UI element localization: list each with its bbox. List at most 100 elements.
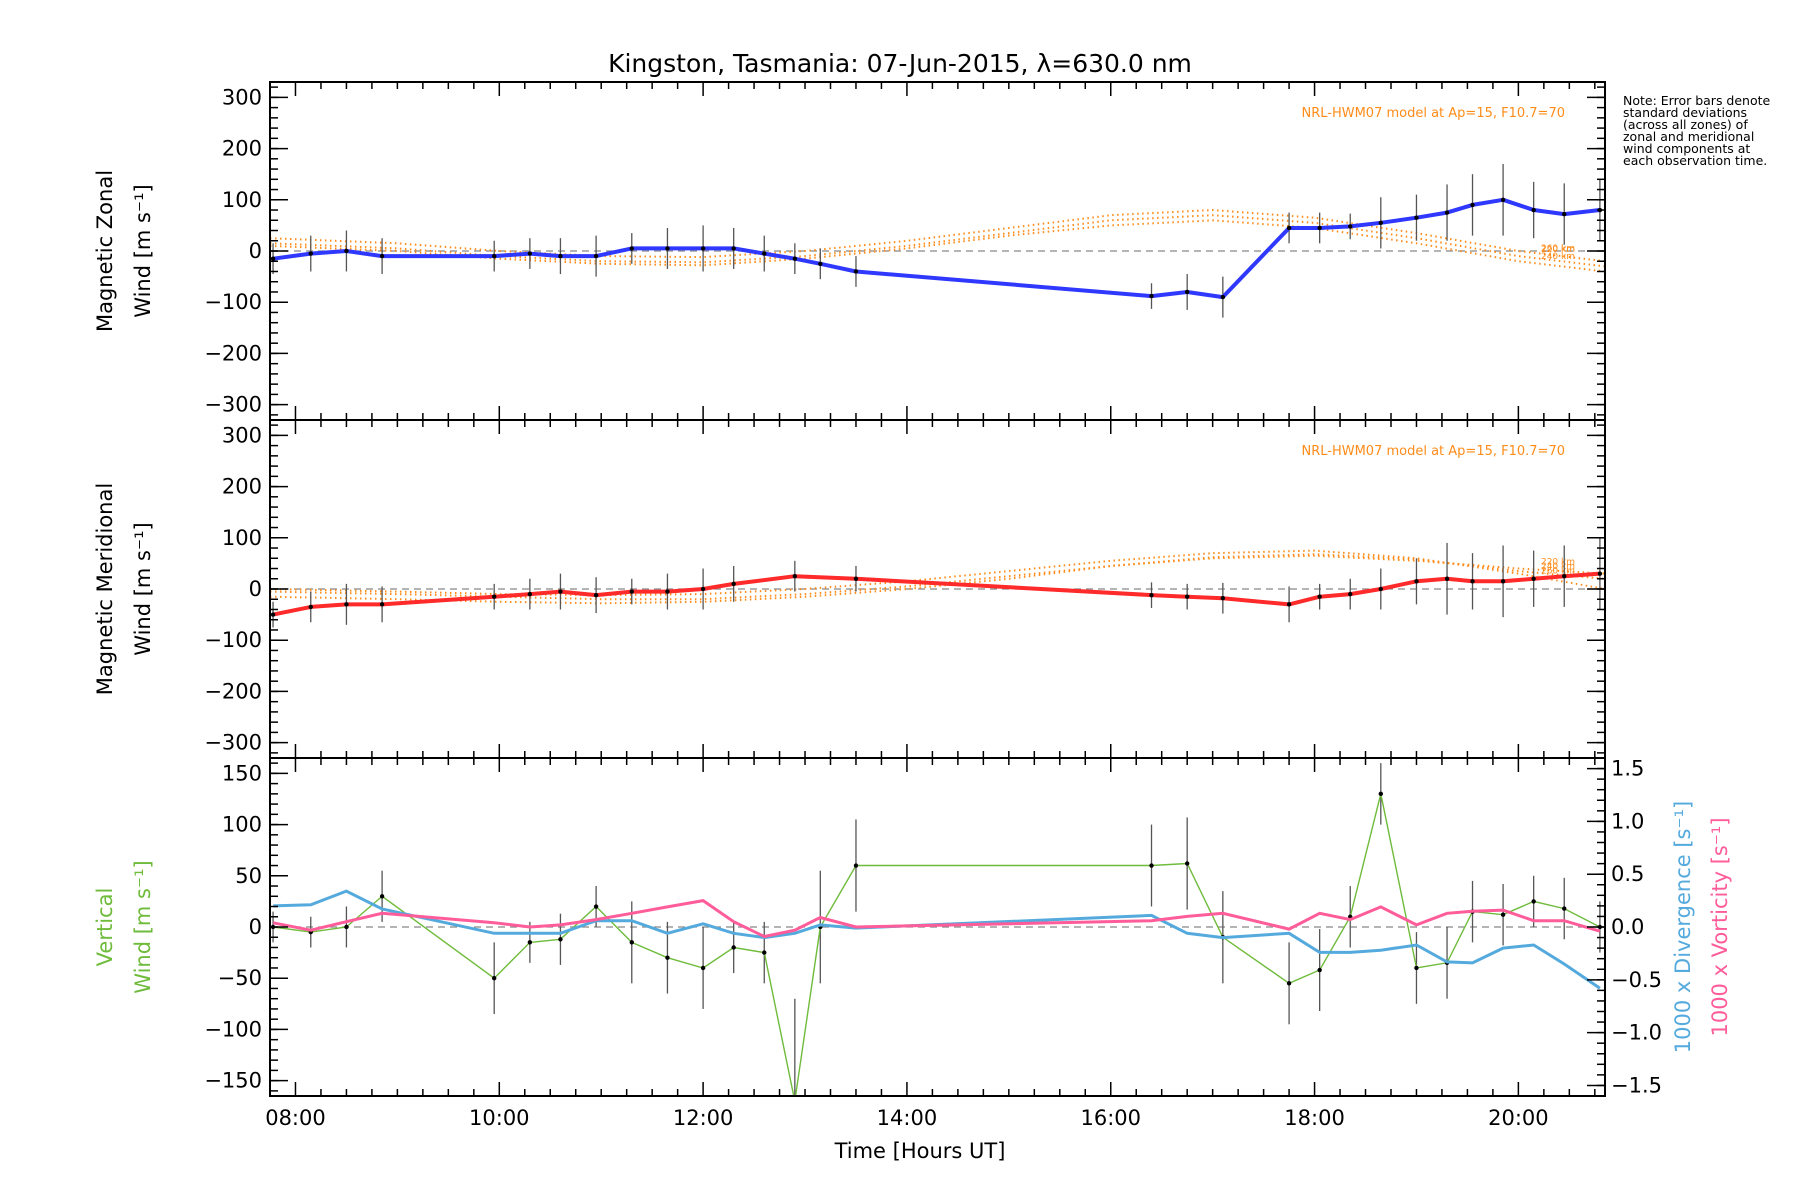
meridional-wind-point: [1348, 591, 1353, 597]
zonal-wind-point: [629, 246, 634, 251]
vertical-wind-point: [700, 965, 706, 971]
vertical-wind-point: [629, 940, 634, 945]
vertical-error-bars: [272, 763, 1601, 1096]
divergence-ylabel: 1000 x Divergence [s⁻¹]: [1671, 801, 1695, 1053]
model-altitude-label: 240 km: [1541, 562, 1575, 572]
zonal-wind-point: [1414, 215, 1419, 220]
vertical-wind-point: [793, 1099, 797, 1103]
meridional-wind-point: [1562, 573, 1567, 579]
x-tick-label: 14:00: [877, 1106, 938, 1130]
meridional-wind-point: [1500, 579, 1506, 584]
zonal-wind-point: [1562, 211, 1567, 217]
zonal-wind-point: [527, 251, 533, 256]
vertical-wind-point: [1562, 906, 1567, 911]
meridional-wind-point: [853, 576, 859, 581]
model-curve-220km: [270, 554, 1605, 601]
x-tick-label: 10:00: [469, 1106, 530, 1130]
meridional-wind-point: [629, 589, 634, 594]
y-tick-label: 0: [249, 239, 262, 263]
zonal-wind-point: [1184, 289, 1190, 295]
x-tick-label: 16:00: [1080, 1106, 1141, 1130]
meridional-wind-point: [665, 589, 670, 594]
y2-tick-label: −0.5: [1611, 968, 1662, 992]
zonal-wind-point: [1317, 225, 1322, 231]
zonal-wind-point: [1444, 210, 1450, 215]
chart-title: Kingston, Tasmania: 07-Jun-2015, λ=630.0…: [608, 49, 1192, 78]
y2-tick-label: 0.5: [1611, 862, 1644, 886]
meridional-wind-point: [1470, 579, 1475, 584]
vertical-wind-point: [1531, 899, 1536, 904]
model-curve-220km: [270, 214, 1605, 268]
zonal-wind-point: [1286, 225, 1292, 231]
zonal-wind-point: [700, 246, 706, 251]
vertical-wind-point: [1414, 965, 1419, 971]
model-curve-240km: [270, 219, 1605, 273]
y-tick-label: 100: [222, 526, 262, 550]
meridional-wind-point: [527, 591, 533, 597]
vertical-wind-point: [527, 940, 533, 945]
vertical-wind-line: [273, 793, 1601, 1096]
y-tick-label: 50: [235, 864, 262, 888]
vertical-wind-point: [379, 894, 385, 899]
y-tick-label: 0: [249, 915, 262, 939]
meridional-wind-point: [1414, 579, 1419, 584]
meridional-wind-point: [700, 586, 706, 592]
meridional-wind-point: [593, 592, 599, 598]
meridional-ylabel-line2: Wind [m s⁻¹]: [131, 522, 155, 655]
meridional-panel: NRL-HWM07 model at Ap=15, F10.7=70 220 km…: [93, 419, 1606, 759]
model-curve-240km: [270, 553, 1605, 605]
y2-tick-label: −1.0: [1611, 1021, 1662, 1045]
vertical-wind-point: [1149, 863, 1154, 868]
vertical-wind-point: [491, 976, 497, 981]
model-altitude-label: 260 km: [1541, 244, 1575, 254]
vertical-ylabel-line2: Wind [m s⁻¹]: [131, 860, 155, 993]
meridional-wind-point: [1531, 576, 1536, 581]
y2-tick-label: 1.0: [1611, 809, 1644, 833]
meridional-ylabel-line1: Magnetic Meridional: [93, 483, 117, 695]
meridional-wind-point: [1184, 594, 1190, 599]
zonal-ylabel-line2: Wind [m s⁻¹]: [131, 184, 155, 317]
y2-tick-label: −1.5: [1611, 1073, 1662, 1097]
meridional-wind-point: [1149, 592, 1154, 598]
zonal-wind-point: [1149, 293, 1154, 299]
meridional-wind-point: [731, 581, 736, 587]
zonal-wind-point: [1500, 197, 1506, 202]
zonal-panel: NRL-HWM07 model at Ap=15, F10.7=70 220 km…: [93, 81, 1606, 421]
vorticity-line: [272, 899, 1601, 939]
y-tick-label: −150: [204, 1069, 262, 1093]
zonal-wind-point: [558, 253, 563, 259]
meridional-wind-line: [272, 571, 1601, 617]
zonal-wind-point: [1378, 220, 1384, 226]
model-label: NRL-HWM07 model at Ap=15, F10.7=70: [1302, 444, 1566, 459]
divergence-line: [273, 889, 1601, 990]
meridional-wind-point: [270, 612, 276, 617]
y-tick-label: 200: [222, 475, 262, 499]
vertical-wind-point: [1184, 861, 1190, 866]
model-altitude-label: 220 km: [1541, 558, 1575, 568]
model-altitude-label: 240 km: [1541, 252, 1575, 262]
y-tick-label: −200: [204, 341, 262, 365]
meridional-wind-point: [1220, 596, 1226, 601]
zonal-wind-point: [818, 261, 823, 267]
zonal-wind-point: [1220, 294, 1226, 300]
vertical-wind-point: [1500, 912, 1506, 917]
meridional-wind-point: [379, 602, 385, 607]
y-tick-label: −100: [204, 1017, 262, 1041]
zonal-wind-point: [270, 256, 276, 261]
y-tick-label: 300: [222, 423, 262, 447]
vertical-ylabel-line1: Vertical: [93, 888, 117, 967]
zonal-wind-line: [272, 197, 1601, 300]
zonal-wind-point: [731, 246, 736, 251]
zonal-wind-point: [665, 246, 670, 251]
y-tick-label: −300: [204, 393, 262, 417]
zonal-wind-point: [491, 253, 497, 259]
y-tick-label: −300: [204, 731, 262, 755]
y-tick-label: 300: [222, 85, 262, 109]
model-altitude-label: 260 km: [1541, 567, 1575, 577]
zonal-wind-point: [853, 269, 859, 274]
y-tick-label: 200: [222, 137, 262, 161]
y-tick-label: −100: [204, 628, 262, 652]
x-tick-label: 08:00: [265, 1106, 326, 1130]
vertical-wind-point: [665, 955, 670, 960]
